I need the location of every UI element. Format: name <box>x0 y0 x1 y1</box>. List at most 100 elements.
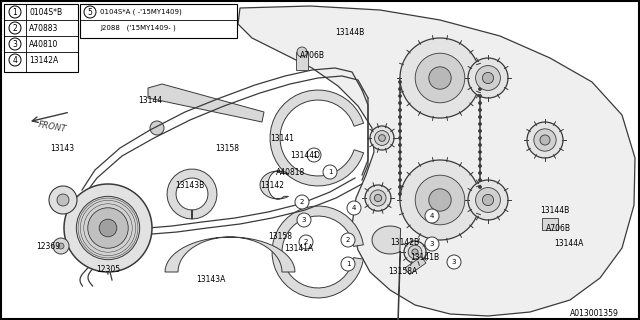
Circle shape <box>476 66 500 91</box>
Circle shape <box>341 233 355 247</box>
Text: 13144B: 13144B <box>540 205 569 214</box>
Circle shape <box>479 109 481 111</box>
Text: A706B: A706B <box>300 51 325 60</box>
Text: 13143: 13143 <box>50 143 74 153</box>
Circle shape <box>479 158 481 160</box>
Text: 13158: 13158 <box>268 231 292 241</box>
Circle shape <box>400 38 480 118</box>
Circle shape <box>476 188 500 212</box>
Circle shape <box>88 208 128 248</box>
Circle shape <box>479 151 481 153</box>
Circle shape <box>76 196 140 260</box>
Text: A706B: A706B <box>546 223 571 233</box>
Circle shape <box>540 135 550 145</box>
Polygon shape <box>165 237 295 272</box>
Circle shape <box>374 131 390 145</box>
Circle shape <box>370 126 394 150</box>
Circle shape <box>479 144 481 146</box>
Circle shape <box>399 102 401 104</box>
Circle shape <box>447 255 461 269</box>
Text: 13142A: 13142A <box>29 55 58 65</box>
Circle shape <box>479 179 481 181</box>
Text: 3: 3 <box>452 259 456 265</box>
Text: 2: 2 <box>346 237 350 243</box>
Text: 1: 1 <box>328 169 332 175</box>
Text: 13144: 13144 <box>138 95 162 105</box>
Text: 3: 3 <box>13 39 17 49</box>
Circle shape <box>150 121 164 135</box>
Circle shape <box>295 195 309 209</box>
Polygon shape <box>372 226 401 320</box>
Circle shape <box>534 129 556 151</box>
Text: 13144A: 13144A <box>554 238 584 247</box>
Circle shape <box>479 130 481 132</box>
Circle shape <box>53 238 69 254</box>
Circle shape <box>483 72 493 84</box>
Circle shape <box>479 116 481 118</box>
Circle shape <box>479 186 481 188</box>
Polygon shape <box>270 90 364 186</box>
Text: A40810: A40810 <box>29 39 58 49</box>
Text: 3: 3 <box>429 241 435 247</box>
Circle shape <box>9 22 21 34</box>
Circle shape <box>400 160 480 240</box>
Bar <box>405 257 426 275</box>
Circle shape <box>64 184 152 272</box>
Text: 1: 1 <box>312 152 316 158</box>
Text: 4: 4 <box>13 55 17 65</box>
Circle shape <box>399 179 401 181</box>
Bar <box>542 218 558 230</box>
Text: 1: 1 <box>346 261 350 267</box>
Text: 13144D: 13144D <box>290 150 320 159</box>
Circle shape <box>468 180 508 220</box>
Circle shape <box>527 122 563 158</box>
Circle shape <box>399 193 401 195</box>
Polygon shape <box>148 84 264 122</box>
Text: A013001359: A013001359 <box>570 308 619 317</box>
Text: 13141: 13141 <box>270 133 294 142</box>
Circle shape <box>379 135 385 141</box>
Circle shape <box>297 213 311 227</box>
Text: 0104S*B: 0104S*B <box>29 7 62 17</box>
Circle shape <box>99 219 117 237</box>
Text: 2: 2 <box>300 199 304 205</box>
Text: 13143B: 13143B <box>175 180 204 189</box>
Circle shape <box>479 123 481 125</box>
Text: 12305: 12305 <box>96 266 120 275</box>
Circle shape <box>429 67 451 89</box>
Circle shape <box>468 58 508 98</box>
Circle shape <box>399 144 401 146</box>
Circle shape <box>415 53 465 103</box>
Text: 13158: 13158 <box>215 143 239 153</box>
Text: 4: 4 <box>352 205 356 211</box>
Circle shape <box>399 95 401 97</box>
Polygon shape <box>238 6 635 316</box>
Circle shape <box>9 38 21 50</box>
Polygon shape <box>260 171 289 199</box>
Circle shape <box>307 148 321 162</box>
Circle shape <box>297 47 307 57</box>
Bar <box>4 4 78 72</box>
Text: 13143A: 13143A <box>196 276 225 284</box>
Circle shape <box>425 237 439 251</box>
Text: 0104S*A ( -'15MY1409): 0104S*A ( -'15MY1409) <box>100 9 182 15</box>
Circle shape <box>399 165 401 167</box>
Circle shape <box>84 6 96 18</box>
Circle shape <box>347 201 361 215</box>
Circle shape <box>299 235 313 249</box>
Text: 5: 5 <box>88 7 92 17</box>
Text: 13141B: 13141B <box>410 253 439 262</box>
Circle shape <box>412 249 418 255</box>
Circle shape <box>399 88 401 90</box>
Text: 4: 4 <box>430 213 434 219</box>
Circle shape <box>415 175 465 225</box>
Text: 1: 1 <box>13 7 17 17</box>
Circle shape <box>408 245 422 259</box>
Circle shape <box>399 130 401 132</box>
Circle shape <box>479 102 481 104</box>
Circle shape <box>479 95 481 97</box>
Text: 13142: 13142 <box>260 180 284 189</box>
Bar <box>296 52 308 70</box>
Circle shape <box>365 185 391 211</box>
Circle shape <box>399 151 401 153</box>
